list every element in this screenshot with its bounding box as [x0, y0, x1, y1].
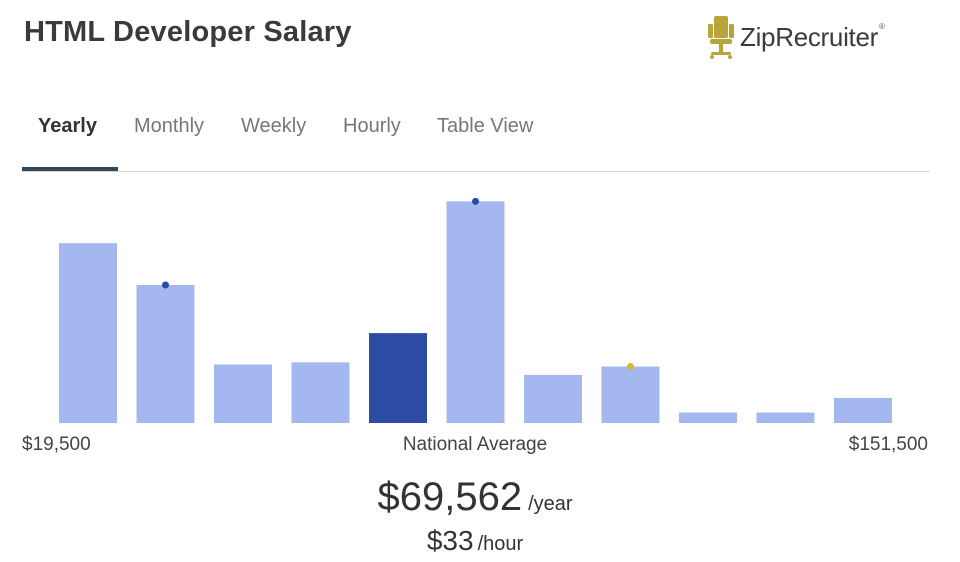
tab-yearly[interactable]: Yearly [38, 115, 97, 137]
max-salary-label: $151,500 [848, 434, 928, 455]
histogram-bar[interactable] [59, 243, 117, 423]
period-tabs: Yearly Monthly Weekly Hourly Table View [22, 100, 930, 172]
yearly-salary: $69,562/year [0, 475, 950, 520]
histogram-bar[interactable] [446, 201, 505, 423]
histogram-bar[interactable] [291, 362, 350, 423]
min-salary-label: $19,500 [22, 434, 91, 455]
histogram-bar[interactable] [136, 285, 195, 423]
logo-text: ZipRecruiter® [740, 21, 885, 52]
yearly-unit: /year [528, 493, 573, 515]
tab-hourly[interactable]: Hourly [343, 115, 401, 137]
hourly-salary: $33/hour [0, 525, 950, 557]
page-title: HTML Developer Salary [24, 16, 352, 48]
tab-divider [22, 171, 930, 172]
bar-marker-dot [162, 281, 169, 289]
bar-marker-dot [627, 363, 634, 371]
active-tab-indicator [22, 167, 118, 171]
histogram-bar-highlight[interactable] [369, 333, 427, 423]
chair-icon [708, 16, 734, 59]
national-average-label: National Average [402, 434, 548, 455]
histogram-bar[interactable] [601, 366, 660, 423]
tab-monthly[interactable]: Monthly [134, 115, 205, 137]
tab-table-view[interactable]: Table View [437, 115, 534, 137]
histogram-bar[interactable] [834, 397, 892, 423]
histogram-bar[interactable] [214, 364, 272, 423]
ziprecruiter-logo[interactable]: ZipRecruiter® [706, 14, 885, 60]
histogram-bar[interactable] [756, 412, 815, 423]
histogram-bar[interactable] [524, 374, 582, 423]
tab-weekly[interactable]: Weekly [241, 115, 307, 137]
bar-marker-dot [472, 197, 479, 205]
hourly-unit: /hour [477, 533, 524, 555]
yearly-salary-value: $69,562 [377, 475, 523, 519]
histogram-bar[interactable] [679, 412, 737, 423]
hourly-salary-value: $33 [426, 525, 474, 556]
salary-histogram [59, 197, 892, 423]
